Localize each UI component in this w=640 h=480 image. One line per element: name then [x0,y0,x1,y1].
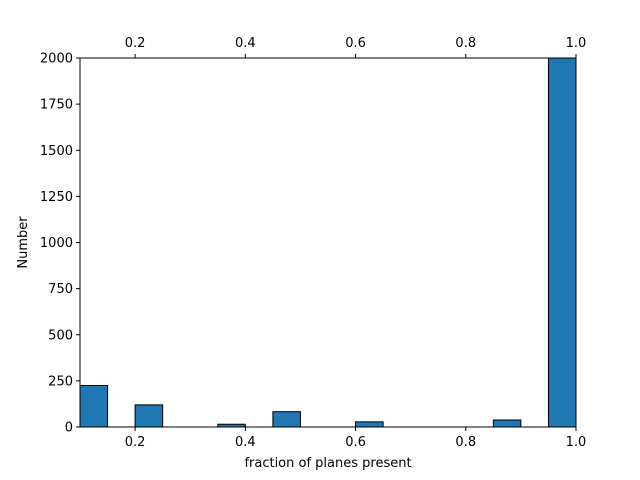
x-tick-label: 0.6 [345,435,366,450]
top-x-tick-label: 0.8 [455,36,476,51]
y-tick-label: 750 [48,282,73,297]
y-tick-label: 1500 [40,144,73,159]
top-x-tick-label: 1.0 [566,36,587,51]
plot-frame [79,57,577,428]
y-tick-label: 0 [65,421,73,436]
top-x-tick-label: 0.6 [345,36,366,51]
histogram-bar [79,384,109,428]
top-x-tick-label: 0.4 [235,36,256,51]
x-tick-label: 1.0 [566,435,587,450]
y-tick-label: 500 [48,328,73,343]
top-x-tick-label: 0.2 [125,36,146,51]
top-x-axis-ticks: 0.2 0.4 0.6 0.8 1.0 [125,36,587,58]
y-tick-label: 1750 [40,98,73,113]
histogram-bar [547,57,577,428]
x-tick-label: 0.2 [125,435,146,450]
y-tick-label: 1250 [40,190,73,205]
x-tick-label: 0.4 [235,435,256,450]
histogram-bar [134,404,164,428]
x-axis-ticks: 0.2 0.4 0.6 0.8 1.0 [125,427,587,450]
y-tick-label: 250 [48,374,73,389]
histogram-bar [492,419,522,428]
histogram-bar [272,411,301,428]
histogram-bar [355,421,384,428]
y-tick-label: 1000 [40,236,73,251]
x-axis-label: fraction of planes present [244,456,411,471]
bars-layer [79,57,577,428]
y-tick-label: 2000 [40,52,73,67]
y-axis-label: Number [16,216,31,269]
y-axis-ticks: 0 250 500 750 1000 1250 1500 1750 2000 [40,52,80,436]
x-tick-label: 0.8 [455,435,476,450]
